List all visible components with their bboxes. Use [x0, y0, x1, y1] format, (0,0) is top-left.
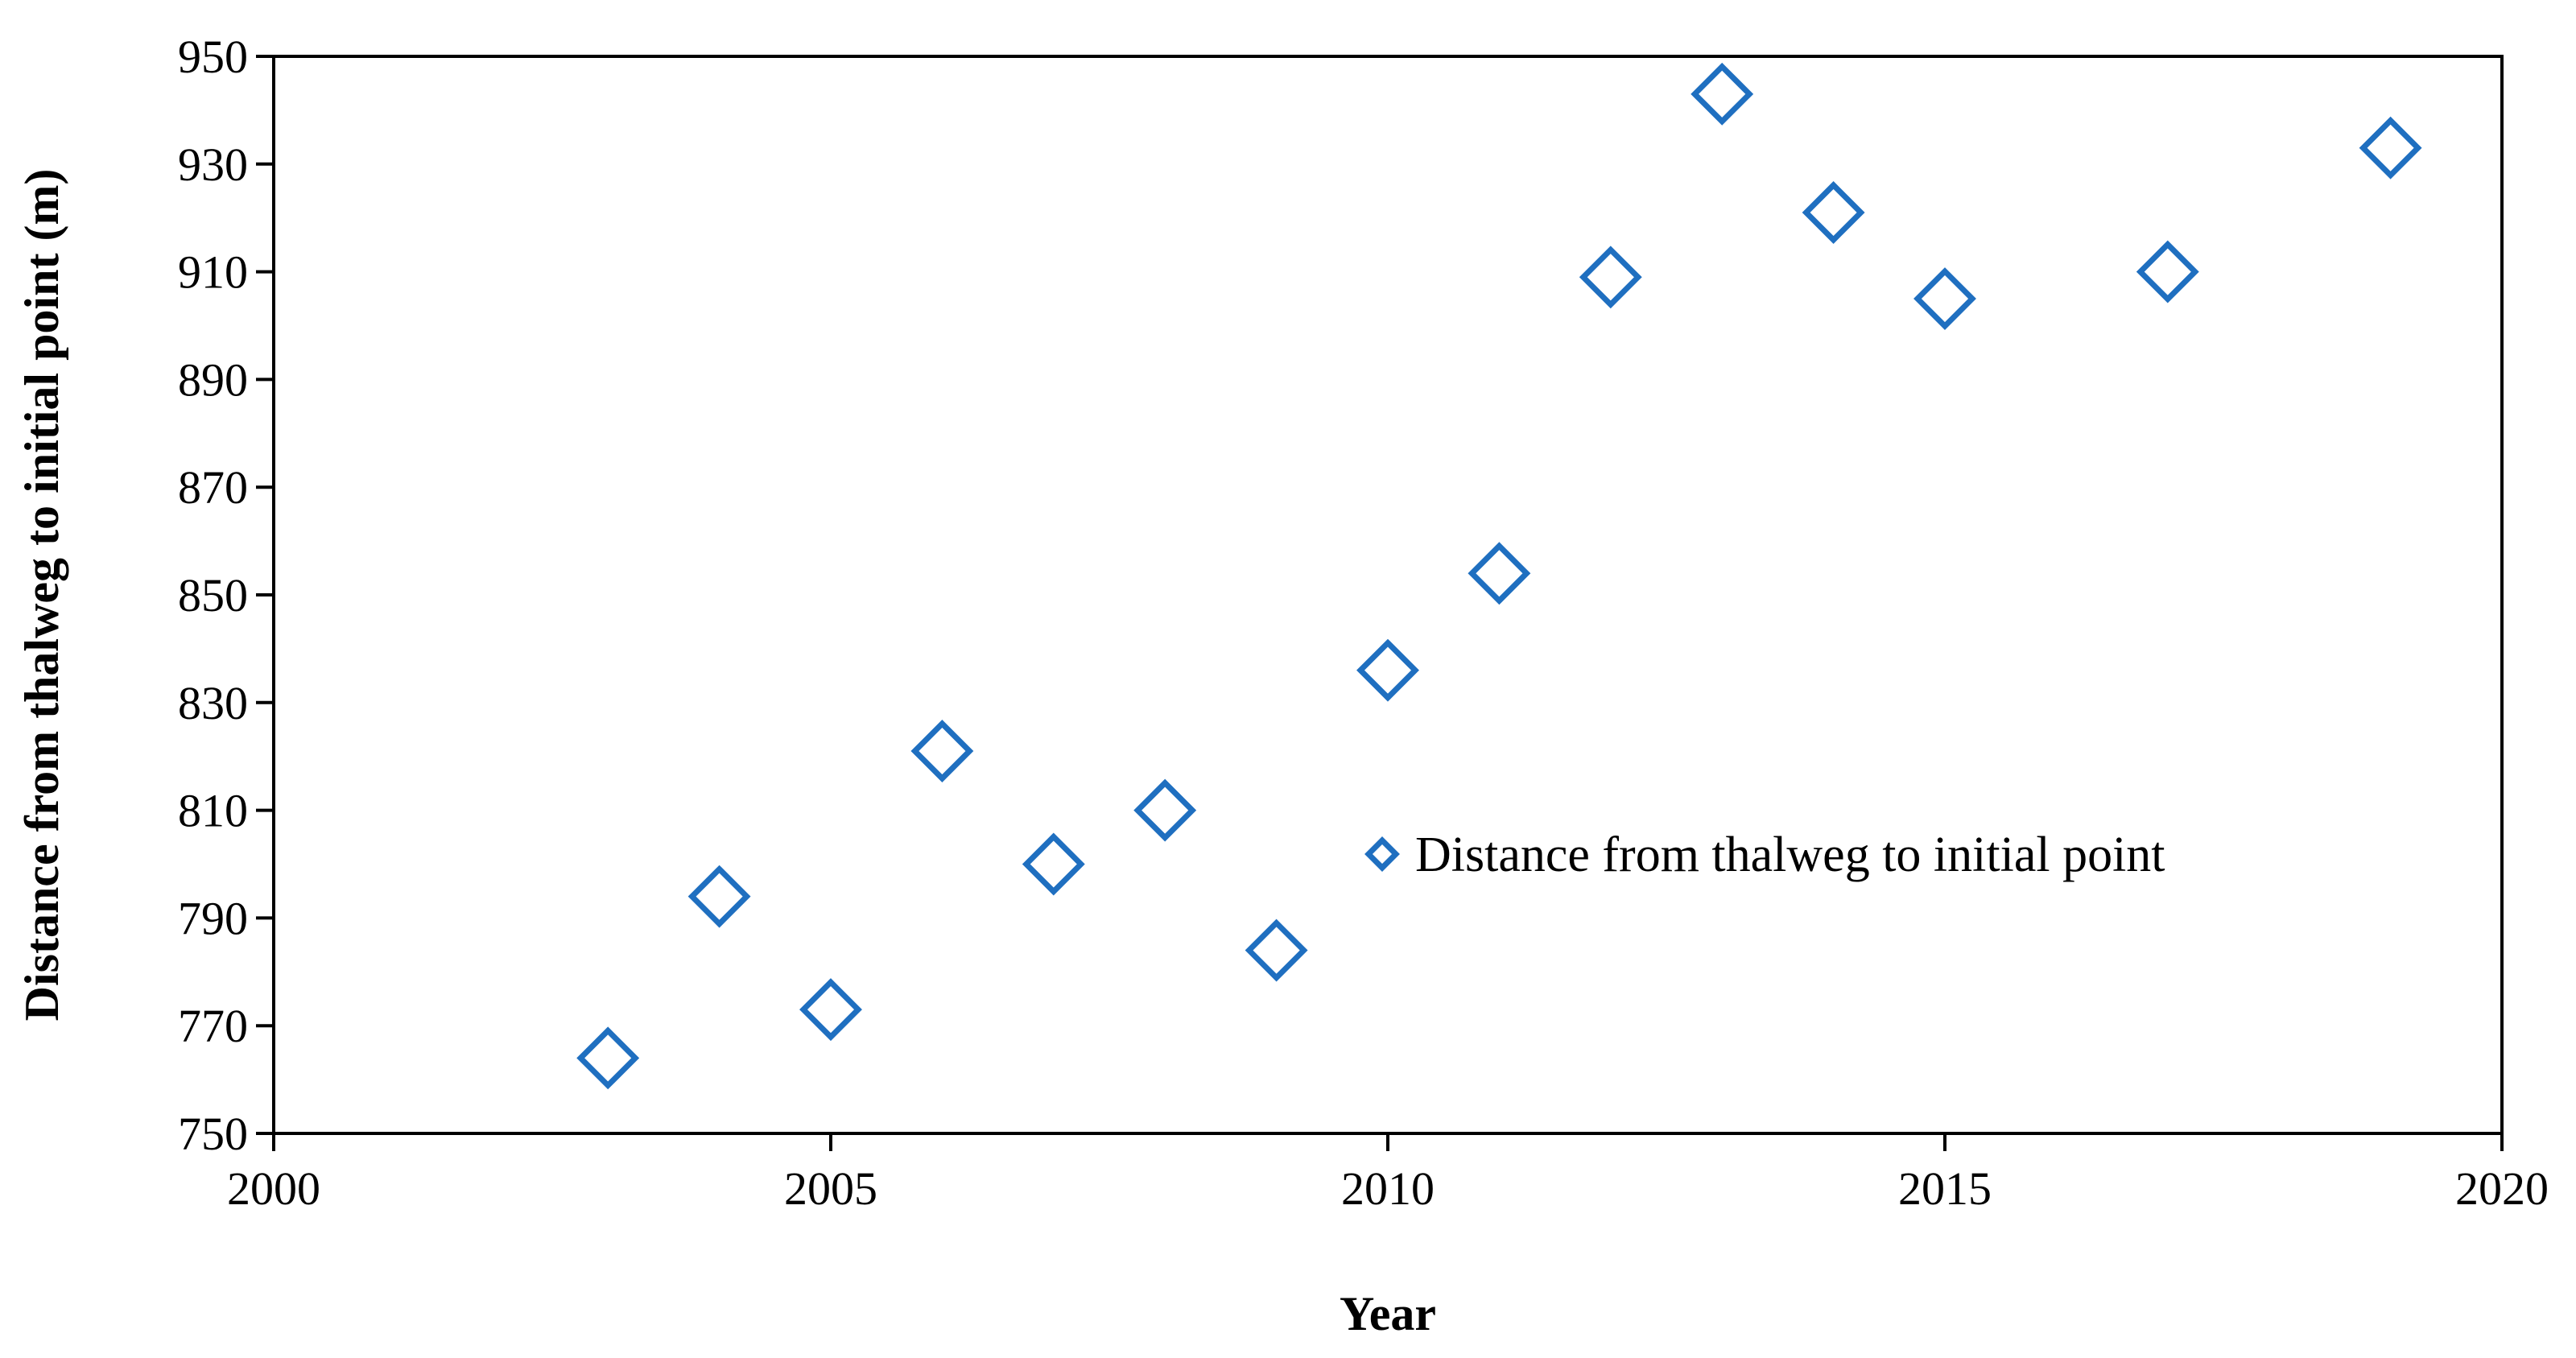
y-tick-label: 910 [178, 246, 248, 299]
y-tick-label: 850 [178, 569, 248, 621]
plot-frame [272, 55, 2504, 1135]
data-point [799, 978, 862, 1042]
y-tick-label: 870 [178, 461, 248, 514]
data-point [2136, 240, 2199, 303]
x-tick-label: 2015 [1898, 1162, 1992, 1215]
data-point [1802, 181, 1865, 244]
data-point [576, 1026, 640, 1090]
x-tick-label: 2000 [227, 1162, 320, 1215]
data-point [1468, 542, 1531, 605]
y-tick-label: 750 [178, 1108, 248, 1160]
y-tick-label: 810 [178, 785, 248, 837]
data-point [687, 865, 751, 928]
data-point [1133, 778, 1197, 842]
y-axis-ticks: 750 770 790 810 830 850 870 890 910 930 950 [178, 31, 274, 1160]
data-point [1913, 267, 1976, 330]
legend: Distance from thalweg to initial point [1364, 828, 2165, 882]
x-tick-label: 2005 [784, 1162, 877, 1215]
y-tick-label: 930 [178, 138, 248, 191]
data-point [2359, 116, 2422, 180]
y-tick-label: 950 [178, 31, 248, 83]
y-tick-label: 830 [178, 677, 248, 729]
x-tick-label: 2020 [2455, 1162, 2549, 1215]
x-tick-label: 2010 [1341, 1162, 1435, 1215]
data-point [1022, 832, 1085, 896]
y-axis-title: Distance from thalweg to initial point (… [15, 169, 68, 1022]
legend-label: Distance from thalweg to initial point [1415, 828, 2165, 882]
legend-marker-icon [1364, 836, 1400, 872]
data-point [1579, 246, 1642, 309]
y-tick-label: 890 [178, 353, 248, 406]
data-point [910, 720, 974, 782]
x-axis-title: Year [1340, 1287, 1436, 1340]
y-tick-label: 770 [178, 1000, 248, 1052]
x-axis-ticks: 2000 2005 2010 2015 2020 [227, 1133, 2549, 1215]
data-points [576, 62, 2422, 1090]
data-point [1356, 638, 1419, 702]
y-tick-label: 790 [178, 892, 248, 944]
data-point [1690, 62, 1754, 126]
data-point [1245, 918, 1308, 982]
